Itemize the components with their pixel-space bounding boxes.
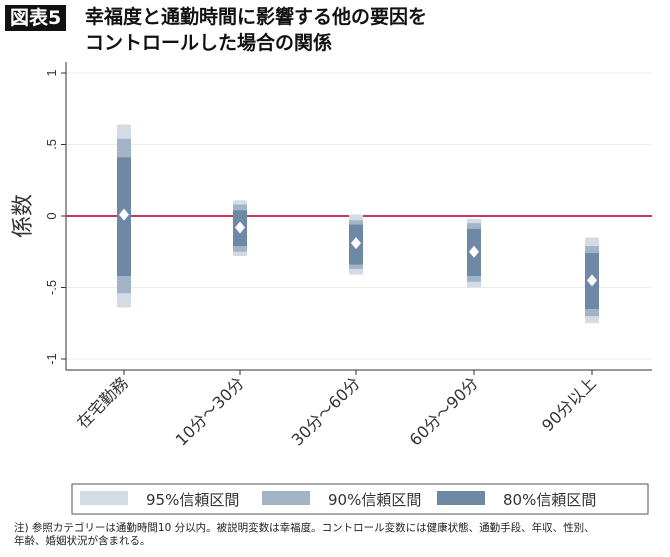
note-line-2: 年齢、婚姻状況が含まれる。 <box>14 535 151 547</box>
estimate-marker <box>119 208 129 221</box>
legend-swatch <box>262 491 310 505</box>
x-tick-label: 30分〜60分 <box>288 373 364 449</box>
title-line-2: コントロールした場合の関係 <box>85 32 333 54</box>
legend-box <box>71 483 649 515</box>
y-tick-label: 0 <box>44 212 59 219</box>
x-tick-label: 10分〜30分 <box>172 373 248 449</box>
x-tick-label: 60分〜90分 <box>406 373 482 449</box>
figure-badge: 図表5 <box>5 5 67 31</box>
chart-title: 幸福度と通勤時間に影響する他の要因を コントロールした場合の関係 <box>85 4 427 56</box>
y-tick-label: -1 <box>44 353 59 365</box>
legend-swatch <box>80 491 128 505</box>
legend-label: 80%信頼区間 <box>503 491 596 509</box>
estimate-marker <box>235 221 245 234</box>
y-tick-label: .5 <box>44 139 59 150</box>
y-tick-label: -.5 <box>44 280 59 295</box>
estimate-marker <box>469 245 479 258</box>
legend-label: 95%信頼区間 <box>146 491 239 509</box>
y-tick-label: 1 <box>44 69 59 76</box>
estimate-marker <box>587 274 597 287</box>
x-tick-label: 在宅勤務 <box>73 373 132 432</box>
legend-label: 90%信頼区間 <box>328 491 421 509</box>
x-tick-label: 90分以上 <box>538 373 600 435</box>
note-line-1: 注) 参照カテゴリーは通勤時間10 分以内。被説明変数は幸福度。コントロール変数… <box>14 522 595 534</box>
title-line-1: 幸福度と通勤時間に影響する他の要因を <box>85 6 428 28</box>
estimate-marker <box>351 237 361 250</box>
notes: 注) 参照カテゴリーは通勤時間10 分以内。被説明変数は幸福度。コントロール変数… <box>14 522 595 548</box>
legend-swatch <box>437 491 485 505</box>
y-axis-label: 係数 <box>11 194 36 238</box>
